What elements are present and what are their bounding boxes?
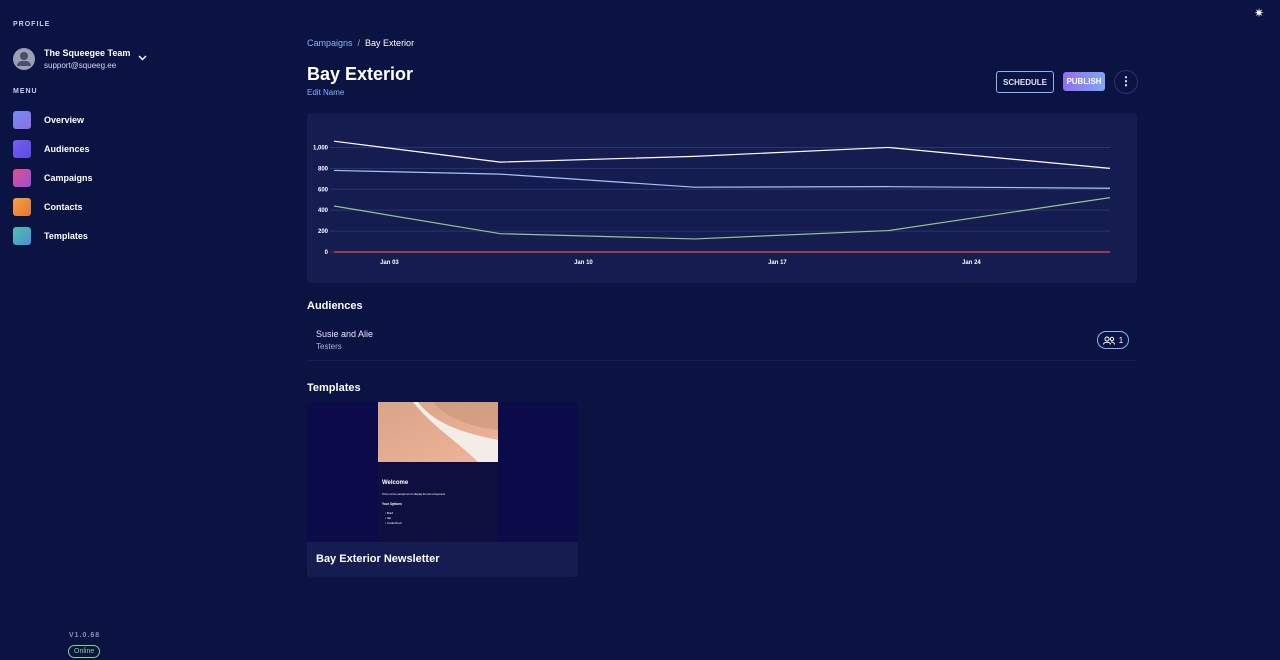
profile-toggle[interactable] xyxy=(138,55,147,61)
menu-item[interactable]: Campaigns xyxy=(13,169,93,187)
menu-text: Contacts xyxy=(44,202,83,212)
breadcrumb: Campaigns / Bay Exterior xyxy=(307,38,414,48)
audience-count: 1 xyxy=(1097,331,1129,349)
series-line xyxy=(333,197,1111,240)
option-text: Bold xyxy=(386,511,393,515)
option: • Ital xyxy=(385,516,391,520)
breadcrumb-link[interactable]: Campaigns xyxy=(307,38,353,48)
audience-row[interactable]: Susie and Alie Testers 1 xyxy=(307,322,1137,361)
page-title: Bay Exterior xyxy=(307,64,414,84)
menu-text: Audiences xyxy=(44,144,90,154)
y-tick-label: 0 xyxy=(325,250,329,256)
user-email: support@squeeg.ee xyxy=(44,61,117,70)
template-footer: Bay Exterior Newsletter xyxy=(307,542,578,577)
avatar[interactable] xyxy=(13,48,35,70)
section-title: Templates xyxy=(307,382,361,394)
people-icon xyxy=(1102,336,1115,345)
y-tick-label: 400 xyxy=(318,208,329,214)
menu-text: Templates xyxy=(44,231,88,241)
y-tick-label: 200 xyxy=(318,229,329,235)
y-tick-label: 600 xyxy=(318,187,329,193)
series-line xyxy=(333,140,1111,169)
version: V1.0.68 xyxy=(69,632,101,639)
preview-heading: Welcome xyxy=(382,480,409,486)
audience-name: Susie and Alie xyxy=(316,329,374,339)
x-tick-label: Jan 17 xyxy=(768,260,787,266)
template-name: Bay Exterior Newsletter xyxy=(316,553,440,565)
template-image xyxy=(378,402,498,462)
theme-toggle[interactable]: ✷ xyxy=(1253,6,1264,20)
schedule-button[interactable]: SCHEDULE xyxy=(996,71,1054,93)
option-text: Ital xyxy=(386,516,391,520)
menu-item[interactable]: Overview xyxy=(13,111,84,129)
option: • Underlined xyxy=(385,521,402,525)
profile-label: PROFILE xyxy=(13,21,51,28)
user-name: The Squeegee Team xyxy=(44,48,131,58)
breadcrumb-current: Bay Exterior xyxy=(365,38,415,48)
preview-options: • Bold • Ital • Underlined xyxy=(385,511,401,526)
preview-body: This is some sample text to display the … xyxy=(382,493,445,496)
option-text: Underlined xyxy=(386,521,402,525)
x-tick-label: Jan 10 xyxy=(574,260,593,266)
section-title: Audiences xyxy=(307,300,363,312)
menu-item[interactable]: Contacts xyxy=(13,198,83,216)
option: • Bold xyxy=(385,511,393,515)
y-tick-label: 800 xyxy=(318,166,329,172)
x-tick-label: Jan 03 xyxy=(380,260,399,266)
y-tick-label: 1,000 xyxy=(313,145,329,151)
edit-name[interactable]: Edit Name xyxy=(307,88,345,97)
menu-item[interactable]: Templates xyxy=(13,227,88,245)
template-card[interactable]: Welcome This is some sample text to disp… xyxy=(307,402,578,577)
menu-label: MENU xyxy=(13,88,38,95)
menu-text: Campaigns xyxy=(44,173,93,183)
separator: / xyxy=(352,38,366,48)
more-button[interactable]: ⋮ xyxy=(1114,70,1138,94)
template-preview: Welcome This is some sample text to disp… xyxy=(378,464,498,542)
status: Online xyxy=(68,645,101,658)
audience-group: Testers xyxy=(316,342,342,351)
chart: 0 200 400 600 800 1,000 Jan 03 Jan 10 Jan 17 Jan … xyxy=(307,113,1137,283)
menu-text: Overview xyxy=(44,115,85,125)
publish-button[interactable]: PUBLISH xyxy=(1063,72,1105,91)
count: 1 xyxy=(1118,335,1124,345)
preview-options-title: Your Options xyxy=(382,502,402,506)
series-line xyxy=(333,169,1111,189)
x-tick-label: Jan 24 xyxy=(962,260,981,266)
menu-item[interactable]: Audiences xyxy=(13,140,90,158)
